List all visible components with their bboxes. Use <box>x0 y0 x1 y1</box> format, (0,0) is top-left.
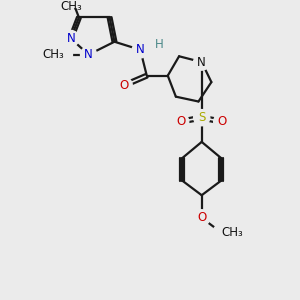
Circle shape <box>132 42 148 58</box>
Circle shape <box>63 30 79 46</box>
Text: CH₃: CH₃ <box>43 48 64 61</box>
Text: N: N <box>136 43 145 56</box>
Text: O: O <box>176 115 185 128</box>
Circle shape <box>194 110 210 126</box>
Text: N: N <box>84 48 93 61</box>
Text: N: N <box>197 56 206 69</box>
Text: CH₃: CH₃ <box>60 0 82 13</box>
Text: O: O <box>197 211 206 224</box>
Circle shape <box>63 0 79 8</box>
Circle shape <box>172 113 189 130</box>
Circle shape <box>213 224 229 241</box>
Circle shape <box>80 46 97 63</box>
Circle shape <box>56 46 73 63</box>
Circle shape <box>147 36 163 52</box>
Text: N: N <box>67 32 75 45</box>
Text: H: H <box>155 38 164 51</box>
Circle shape <box>214 113 230 130</box>
Circle shape <box>194 54 210 70</box>
Text: CH₃: CH₃ <box>221 226 243 239</box>
Text: O: O <box>217 115 226 128</box>
Text: S: S <box>198 111 206 124</box>
Circle shape <box>116 77 132 93</box>
Circle shape <box>194 210 210 226</box>
Text: O: O <box>119 79 129 92</box>
